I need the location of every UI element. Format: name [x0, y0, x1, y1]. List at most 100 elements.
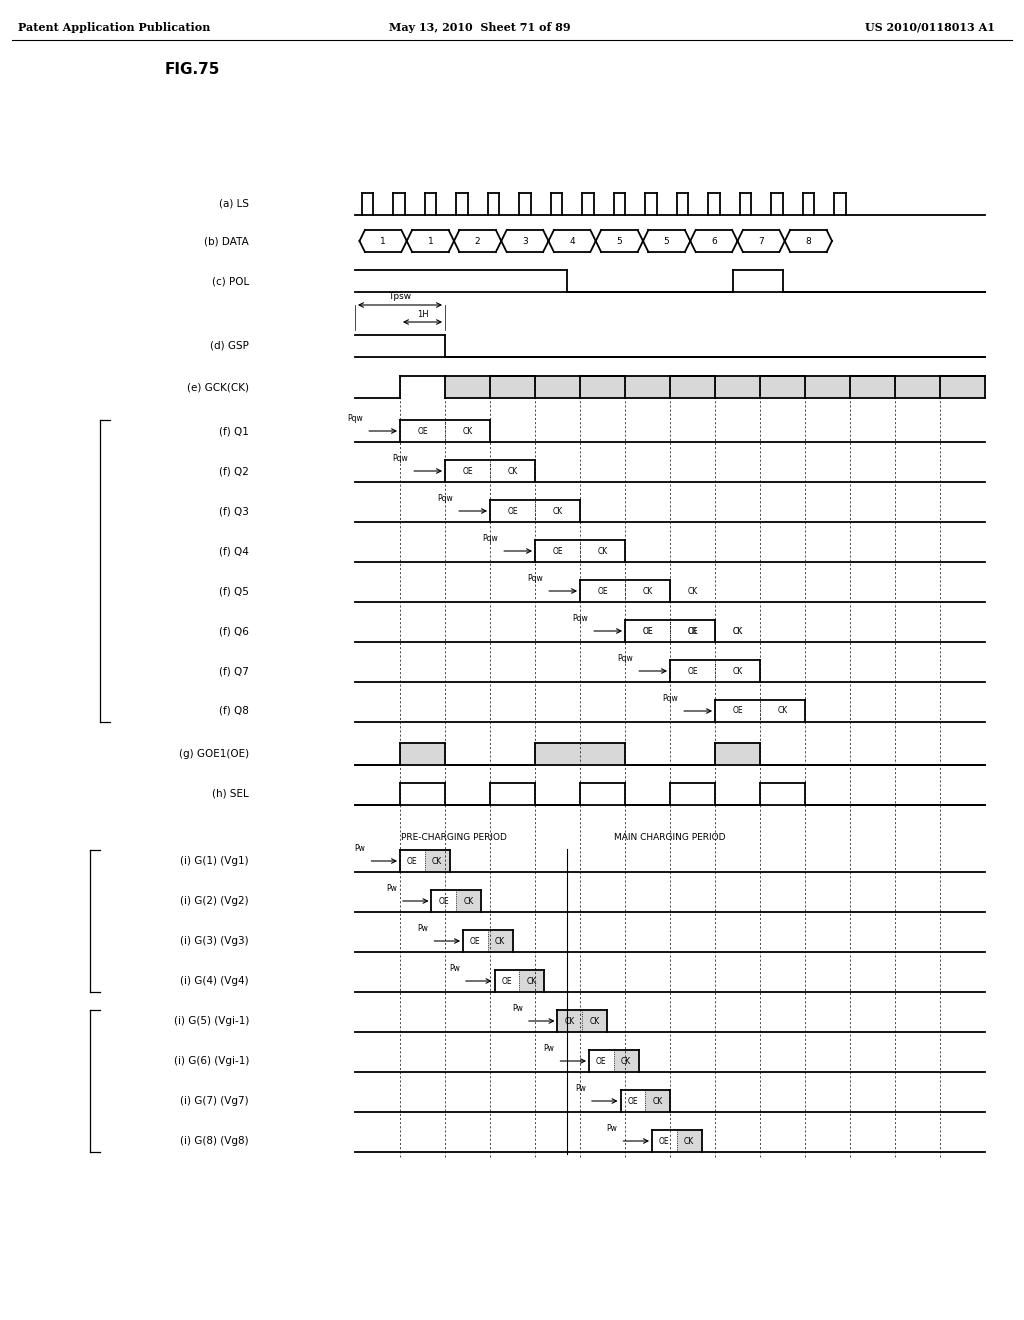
Text: FIG.75: FIG.75	[165, 62, 220, 77]
Text: (b) DATA: (b) DATA	[204, 236, 249, 246]
Bar	[535, 743, 625, 766]
Text: Pw: Pw	[450, 965, 460, 973]
Text: (f) Q8: (f) Q8	[219, 706, 249, 715]
Text: Pqw: Pqw	[437, 494, 454, 503]
Text: OE: OE	[687, 627, 697, 635]
Text: OE: OE	[642, 627, 653, 635]
Text: 7: 7	[758, 236, 764, 246]
Text: Pqw: Pqw	[617, 655, 633, 663]
Text: (f) Q4: (f) Q4	[219, 546, 249, 556]
Text: CK: CK	[552, 507, 562, 516]
Text: 4: 4	[569, 236, 574, 246]
Text: (i) G(7) (Vg7): (i) G(7) (Vg7)	[180, 1096, 249, 1106]
Text: (i) G(5) (Vgi-1): (i) G(5) (Vgi-1)	[174, 1016, 249, 1026]
Text: OE: OE	[462, 466, 473, 475]
Text: May 13, 2010  Sheet 71 of 89: May 13, 2010 Sheet 71 of 89	[389, 22, 570, 33]
Text: CK: CK	[565, 1016, 575, 1026]
Text: (d) GSP: (d) GSP	[210, 341, 249, 351]
Text: (f) Q1: (f) Q1	[219, 426, 249, 436]
Text: OE: OE	[642, 627, 653, 635]
Text: (f) Q7: (f) Q7	[219, 667, 249, 676]
Text: OE: OE	[470, 936, 480, 945]
Text: (i) G(6) (Vgi-1): (i) G(6) (Vgi-1)	[174, 1056, 249, 1067]
Text: Pw: Pw	[575, 1084, 586, 1093]
Text: CK: CK	[526, 977, 537, 986]
Text: CK: CK	[507, 466, 517, 475]
Text: 2: 2	[475, 236, 480, 246]
Text: OE: OE	[417, 426, 428, 436]
Text: Pqw: Pqw	[663, 694, 678, 704]
Text: CK: CK	[464, 896, 474, 906]
Text: Pw: Pw	[512, 1005, 523, 1014]
Bar	[613, 1049, 639, 1072]
Text: (i) G(1) (Vg1): (i) G(1) (Vg1)	[180, 855, 249, 866]
Text: 3: 3	[522, 236, 527, 246]
Text: OE: OE	[408, 857, 418, 866]
Text: Pw: Pw	[606, 1125, 617, 1134]
Text: (i) G(2) (Vg2): (i) G(2) (Vg2)	[180, 896, 249, 906]
Text: CK: CK	[432, 857, 442, 866]
Text: 5: 5	[616, 236, 623, 246]
Text: OE: OE	[552, 546, 563, 556]
Text: PRE-CHARGING PERIOD: PRE-CHARGING PERIOD	[401, 833, 507, 842]
Text: Pw: Pw	[354, 845, 366, 853]
Text: OE: OE	[687, 627, 697, 635]
Bar	[445, 376, 985, 399]
Text: CK: CK	[621, 1056, 631, 1065]
Text: Pw: Pw	[544, 1044, 555, 1053]
Text: Patent Application Publication: Patent Application Publication	[18, 22, 210, 33]
Text: OE: OE	[597, 586, 608, 595]
Text: 1: 1	[427, 236, 433, 246]
Text: OE: OE	[687, 667, 697, 676]
Text: CK: CK	[597, 546, 607, 556]
Text: CK: CK	[732, 667, 742, 676]
Text: CK: CK	[732, 627, 742, 635]
Text: (i) G(8) (Vg8): (i) G(8) (Vg8)	[180, 1137, 249, 1146]
Text: (i) G(4) (Vg4): (i) G(4) (Vg4)	[180, 975, 249, 986]
Text: CK: CK	[687, 627, 697, 635]
Bar	[400, 743, 445, 766]
Text: 6: 6	[711, 236, 717, 246]
Text: (e) GCK(CK): (e) GCK(CK)	[187, 381, 249, 392]
Text: Pqw: Pqw	[527, 574, 544, 583]
Text: OE: OE	[438, 896, 450, 906]
Text: CK: CK	[687, 586, 697, 595]
Text: MAIN CHARGING PERIOD: MAIN CHARGING PERIOD	[614, 833, 726, 842]
Text: (f) Q5: (f) Q5	[219, 586, 249, 597]
Text: Pqw: Pqw	[347, 414, 364, 424]
Text: (a) LS: (a) LS	[219, 199, 249, 209]
Bar	[715, 743, 760, 766]
Text: CK: CK	[732, 627, 742, 635]
Text: (g) GOE1(OE): (g) GOE1(OE)	[179, 748, 249, 759]
Text: OE: OE	[732, 706, 742, 715]
Bar	[519, 970, 544, 993]
Bar	[425, 850, 450, 873]
Text: CK: CK	[590, 1016, 600, 1026]
Text: Pqw: Pqw	[482, 535, 499, 544]
Text: CK: CK	[732, 627, 742, 635]
Text: CK: CK	[777, 706, 787, 715]
Text: 8: 8	[806, 236, 811, 246]
Text: 1: 1	[380, 236, 386, 246]
Text: Tpsw: Tpsw	[388, 292, 412, 301]
Text: OE: OE	[502, 977, 512, 986]
Text: OE: OE	[507, 507, 518, 516]
Text: Pw: Pw	[386, 884, 397, 894]
Text: OE: OE	[628, 1097, 638, 1106]
Bar	[457, 890, 481, 912]
Text: OE: OE	[596, 1056, 606, 1065]
Text: (i) G(3) (Vg3): (i) G(3) (Vg3)	[180, 936, 249, 946]
Bar	[557, 1010, 607, 1032]
Text: CK: CK	[463, 426, 473, 436]
Text: CK: CK	[684, 1137, 694, 1146]
Text: (f) Q3: (f) Q3	[219, 506, 249, 516]
Text: Pqw: Pqw	[392, 454, 409, 463]
Text: (c) POL: (c) POL	[212, 276, 249, 286]
Text: CK: CK	[495, 936, 505, 945]
Text: OE: OE	[659, 1137, 670, 1146]
Text: 5: 5	[664, 236, 670, 246]
Text: 1H: 1H	[417, 310, 428, 319]
Bar	[645, 1090, 670, 1111]
Text: US 2010/0118013 A1: US 2010/0118013 A1	[865, 22, 995, 33]
Bar	[487, 931, 512, 952]
